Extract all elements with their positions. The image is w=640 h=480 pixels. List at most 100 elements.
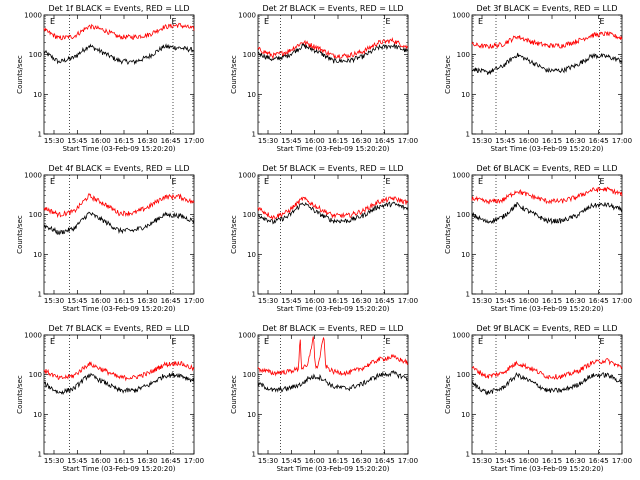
flag-letter: E	[478, 337, 483, 346]
x-tick-label: 16:00	[519, 457, 539, 465]
x-axis-label: Start Time (03-Feb-09 15:20:20)	[62, 145, 175, 153]
x-tick-label: 16:15	[328, 297, 348, 305]
x-tick-label: 16:15	[328, 137, 348, 145]
y-tick-label: 100	[29, 51, 42, 59]
x-tick-label: 16:45	[589, 137, 609, 145]
x-tick-label: 16:45	[161, 137, 181, 145]
lld-series-line	[43, 192, 195, 219]
x-axis-label: Start Time (03-Feb-09 15:20:20)	[62, 305, 175, 313]
x-tick-label: 17:00	[184, 137, 204, 145]
x-tick-label: 15:45	[281, 457, 301, 465]
y-tick-label: 100	[457, 51, 470, 59]
plot-frame	[257, 334, 409, 455]
lld-series-line	[43, 361, 195, 382]
panel-title: Det 7f BLACK = Events, RED = LLD	[48, 324, 189, 333]
panel-title: Det 4f BLACK = Events, RED = LLD	[48, 164, 189, 173]
plot-frame	[43, 14, 195, 135]
x-tick-label: 17:00	[612, 137, 632, 145]
plot-frame	[257, 14, 409, 135]
lld-series-line	[257, 36, 409, 60]
x-tick-label: 17:00	[184, 457, 204, 465]
x-tick-label: 16:30	[137, 137, 157, 145]
x-tick-label: 17:00	[398, 457, 418, 465]
x-tick-label: 15:30	[472, 297, 492, 305]
flag-letter: E	[600, 177, 605, 186]
x-tick-label: 16:45	[375, 297, 395, 305]
x-tick-label: 16:15	[542, 457, 562, 465]
y-tick-label: 100	[29, 211, 42, 219]
x-tick-label: 16:30	[565, 297, 585, 305]
flag-letter: E	[478, 177, 483, 186]
y-tick-label: 1000	[452, 12, 470, 20]
x-tick-label: 15:45	[495, 297, 515, 305]
x-tick-label: 16:30	[351, 457, 371, 465]
x-tick-label: 16:45	[161, 297, 181, 305]
y-tick-label: 1	[38, 131, 42, 139]
lld-series-line	[257, 196, 409, 221]
x-tick-label: 15:45	[281, 137, 301, 145]
flag-letter: E	[264, 17, 269, 26]
x-tick-label: 15:30	[258, 297, 278, 305]
y-tick-label: 1000	[452, 172, 470, 180]
y-tick-label: 1000	[452, 332, 470, 340]
plot-frame	[43, 174, 195, 295]
x-tick-label: 16:45	[375, 457, 395, 465]
y-tick-label: 100	[29, 371, 42, 379]
x-tick-label: 16:30	[351, 297, 371, 305]
x-tick-label: 16:00	[305, 137, 325, 145]
events-series-line	[471, 52, 623, 76]
y-tick-label: 100	[243, 211, 256, 219]
plot-frame	[471, 334, 623, 455]
panel-5: Det 5f BLACK = Events, RED = LLD 1 10 100 10…	[230, 164, 418, 313]
flag-letter: E	[172, 17, 177, 26]
x-tick-label: 16:00	[305, 457, 325, 465]
y-tick-label: 1000	[24, 12, 42, 20]
flag-letter: E	[50, 177, 55, 186]
x-tick-label: 16:30	[137, 457, 157, 465]
x-tick-label: 16:15	[328, 457, 348, 465]
x-tick-label: 16:00	[519, 137, 539, 145]
events-series-line	[43, 371, 195, 396]
y-tick-label: 100	[243, 51, 256, 59]
x-tick-label: 15:30	[472, 137, 492, 145]
x-tick-label: 15:45	[67, 457, 87, 465]
y-tick-label: 1000	[238, 12, 256, 20]
x-tick-label: 17:00	[184, 297, 204, 305]
y-tick-label: 1	[38, 291, 42, 299]
flag-letter: E	[264, 337, 269, 346]
y-tick-label: 1	[252, 451, 256, 459]
x-tick-label: 17:00	[612, 457, 632, 465]
x-tick-label: 17:00	[398, 137, 418, 145]
x-tick-label: 15:45	[67, 137, 87, 145]
x-axis-label: Start Time (03-Feb-09 15:20:20)	[490, 465, 603, 473]
x-tick-label: 16:15	[114, 297, 134, 305]
lld-series-line	[257, 336, 409, 377]
flag-letter: E	[386, 337, 391, 346]
flag-letter: E	[478, 17, 483, 26]
y-tick-label: 1	[466, 451, 470, 459]
y-axis-label: Counts/sec	[16, 375, 24, 414]
y-tick-label: 1000	[238, 172, 256, 180]
y-tick-label: 10	[247, 411, 256, 419]
x-tick-label: 16:15	[114, 457, 134, 465]
x-tick-label: 16:45	[589, 457, 609, 465]
panel-1: Det 1f BLACK = Events, RED = LLD 1 10 100 10…	[16, 4, 204, 153]
x-tick-label: 15:45	[495, 137, 515, 145]
plot-frame	[257, 174, 409, 295]
panel-title: Det 2f BLACK = Events, RED = LLD	[262, 4, 403, 13]
x-axis-label: Start Time (03-Feb-09 15:20:20)	[276, 145, 389, 153]
y-tick-label: 10	[247, 91, 256, 99]
x-tick-label: 16:30	[137, 297, 157, 305]
flag-letter: E	[172, 337, 177, 346]
x-tick-label: 16:00	[91, 457, 111, 465]
events-series-line	[43, 211, 195, 236]
x-tick-label: 16:45	[161, 457, 181, 465]
y-tick-label: 1	[466, 131, 470, 139]
y-tick-label: 100	[243, 371, 256, 379]
y-tick-label: 10	[33, 91, 42, 99]
x-tick-label: 15:30	[44, 297, 64, 305]
lld-series-line	[471, 186, 623, 205]
y-axis-label: Counts/sec	[230, 215, 238, 254]
events-series-line	[257, 42, 409, 64]
flag-letter: E	[172, 177, 177, 186]
